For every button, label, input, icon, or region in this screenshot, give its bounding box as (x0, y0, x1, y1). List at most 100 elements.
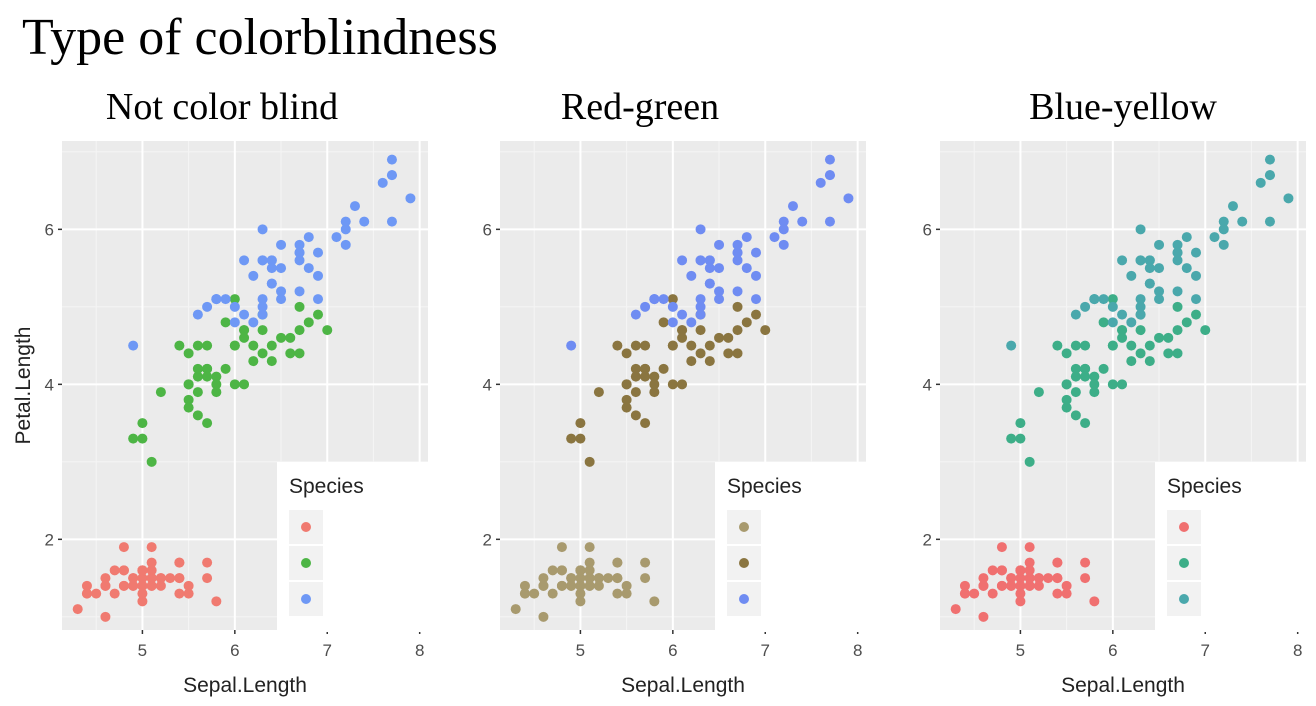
point-versicolor (229, 340, 240, 351)
point-setosa (118, 580, 129, 591)
point-virginica (1172, 286, 1183, 297)
point-versicolor (621, 394, 632, 405)
point-versicolor (1006, 433, 1017, 444)
point-virginica (1126, 270, 1137, 281)
point-setosa (118, 565, 129, 576)
point-versicolor (1070, 387, 1081, 398)
point-virginica (1080, 301, 1091, 312)
point-setosa (1015, 580, 1026, 591)
point-setosa (1080, 557, 1091, 568)
point-setosa (128, 580, 139, 591)
point-versicolor (741, 317, 752, 328)
point-versicolor (667, 294, 678, 305)
point-versicolor (192, 371, 203, 382)
point-versicolor (220, 363, 231, 374)
point-versicolor (1107, 294, 1118, 305)
x-tick-label: 5 (138, 641, 147, 660)
point-virginica (1135, 224, 1146, 235)
point-setosa (987, 588, 998, 599)
point-virginica (732, 239, 743, 250)
x-tick-label: 7 (1201, 641, 1210, 660)
point-setosa (1033, 580, 1044, 591)
point-virginica (313, 270, 324, 281)
point-setosa (1061, 588, 1072, 599)
point-versicolor (303, 317, 314, 328)
point-virginica (257, 294, 268, 305)
point-virginica (686, 270, 697, 281)
point-virginica (1117, 255, 1128, 266)
point-virginica (1154, 239, 1165, 250)
point-virginica (769, 232, 780, 243)
point-versicolor (211, 379, 222, 390)
point-versicolor (1172, 348, 1183, 359)
point-setosa (519, 580, 530, 591)
point-virginica (1135, 309, 1146, 320)
point-virginica (824, 154, 835, 165)
point-setosa (538, 611, 549, 622)
point-setosa (202, 573, 213, 584)
y-tick-label: 6 (923, 220, 932, 239)
point-setosa (137, 573, 148, 584)
point-setosa (978, 573, 989, 584)
point-virginica (658, 294, 669, 305)
point-virginica (751, 247, 762, 258)
point-virginica (704, 255, 715, 266)
point-virginica (220, 294, 231, 305)
point-setosa (950, 604, 961, 615)
point-versicolor (1135, 348, 1146, 359)
point-versicolor (1070, 363, 1081, 374)
legend-title: Species (727, 475, 802, 498)
point-virginica (294, 247, 305, 258)
point-virginica (1070, 309, 1081, 320)
point-versicolor (593, 387, 604, 398)
point-virginica (1126, 317, 1137, 328)
y-tick-label: 4 (483, 375, 492, 394)
point-virginica (695, 309, 706, 320)
point-setosa (155, 573, 166, 584)
point-versicolor (1061, 348, 1072, 359)
point-virginica (276, 263, 287, 274)
point-setosa (183, 588, 194, 599)
point-setosa (155, 580, 166, 591)
point-setosa (146, 565, 157, 576)
point-virginica (303, 232, 314, 243)
point-versicolor (211, 387, 222, 398)
point-setosa (584, 573, 595, 584)
point-versicolor (1080, 371, 1091, 382)
point-virginica (778, 239, 789, 250)
point-versicolor (229, 379, 240, 390)
point-versicolor (621, 348, 632, 359)
panel-title-not-color-blind: Not color blind (105, 86, 339, 128)
x-tick-label: 6 (1108, 641, 1117, 660)
point-setosa (1024, 580, 1035, 591)
point-versicolor (686, 356, 697, 367)
legend-title: Species (289, 475, 364, 498)
point-versicolor (649, 371, 660, 382)
point-versicolor (192, 387, 203, 398)
point-virginica (359, 216, 370, 227)
point-versicolor (192, 340, 203, 351)
point-versicolor (1080, 340, 1091, 351)
point-virginica (229, 317, 240, 328)
point-versicolor (155, 387, 166, 398)
point-versicolor (667, 379, 678, 390)
y-tick-label: 6 (45, 220, 54, 239)
point-virginica (1154, 286, 1165, 297)
point-virginica (386, 154, 397, 165)
point-setosa (593, 580, 604, 591)
point-versicolor (202, 371, 213, 382)
point-versicolor (192, 410, 203, 421)
point-versicolor (239, 379, 250, 390)
point-virginica (1264, 154, 1275, 165)
point-setosa (649, 596, 660, 607)
x-tick-label: 5 (1016, 641, 1025, 660)
point-setosa (575, 565, 586, 576)
y-tick-label: 2 (483, 530, 492, 549)
point-versicolor (229, 294, 240, 305)
point-versicolor (257, 348, 268, 359)
point-setosa (575, 596, 586, 607)
point-virginica (276, 286, 287, 297)
point-virginica (331, 232, 342, 243)
legend-point-versicolor (301, 558, 311, 568)
point-versicolor (686, 340, 697, 351)
